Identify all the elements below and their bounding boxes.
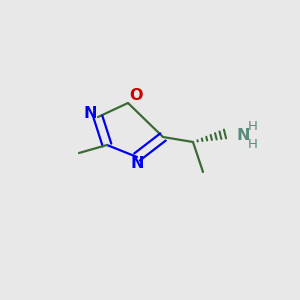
Text: N: N bbox=[236, 128, 250, 143]
Text: N: N bbox=[130, 155, 144, 170]
Text: H: H bbox=[248, 121, 258, 134]
Text: O: O bbox=[129, 88, 143, 103]
Text: H: H bbox=[248, 137, 258, 151]
Text: N: N bbox=[83, 106, 97, 121]
